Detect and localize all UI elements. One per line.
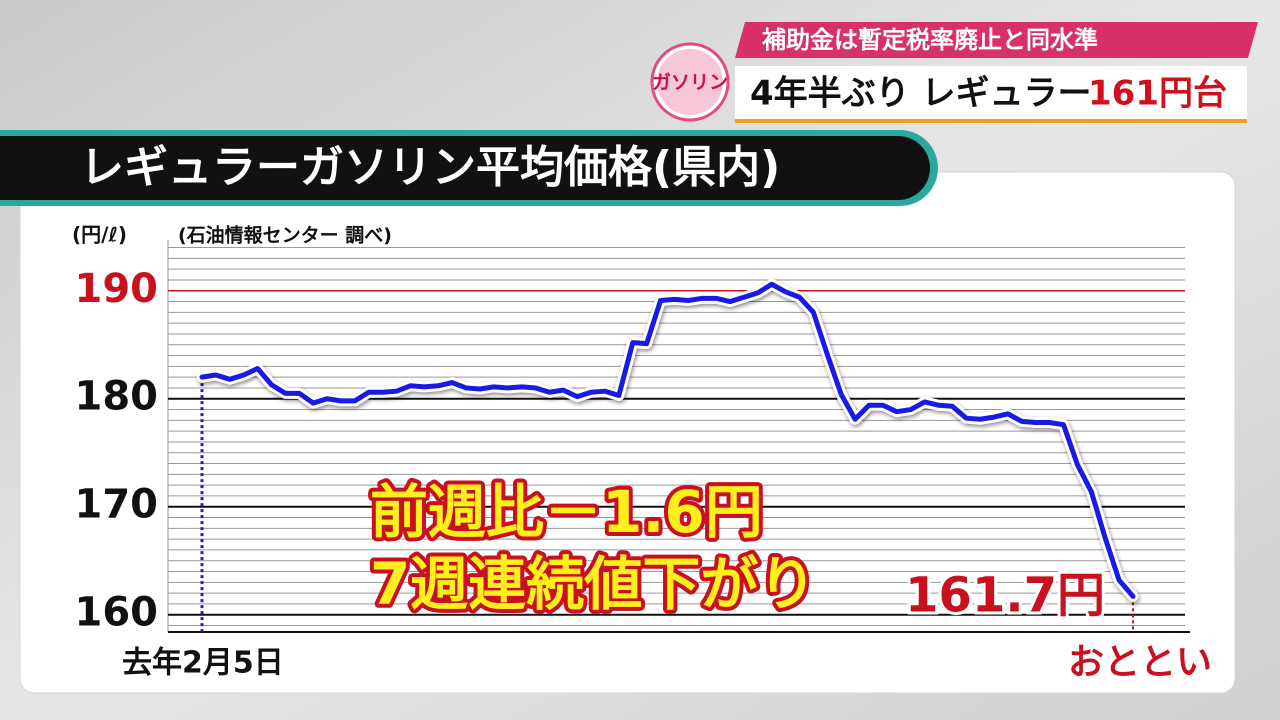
y-tick-label: 170 [75,482,159,528]
y-axis-unit: (円/ℓ) [72,223,127,247]
y-tick-label: 160 [75,590,159,636]
x-tick-label: おととい [1068,642,1212,683]
headline-bar [735,66,1247,122]
badge-text: ガソリン [652,72,728,94]
subtitle-bar [735,22,1258,58]
title-bar [0,136,930,200]
chart-title: レギュラーガソリン平均価格(県内) [80,142,780,193]
headline-underline [735,119,1247,123]
x-tick-label: 去年2月5日 [122,646,284,681]
banner-subtitle: 補助金は暫定税率廃止と同水準 [762,26,1098,54]
source: (石油情報センター 調べ) [178,224,392,247]
line [199,281,1136,599]
badge-inner [657,49,723,115]
value-label: 161.7円 [905,567,1105,623]
headline: 4年半ぶり レギュラー [750,74,1092,114]
y-tick-label: 180 [75,374,159,420]
y-tick-label: 190 [75,266,159,312]
headline-highlight: 161円台 [1088,74,1227,114]
annotation: 7週連続値下がり [370,550,816,618]
annotation: 前週比－1.6円 [370,478,763,546]
